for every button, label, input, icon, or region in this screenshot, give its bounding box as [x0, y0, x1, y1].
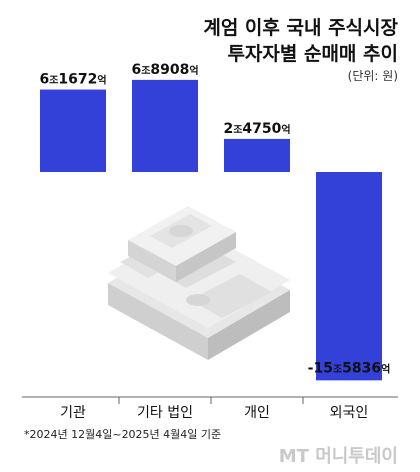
bar-1: [132, 79, 198, 172]
unit-label: (단위: 원): [348, 69, 398, 83]
value-label-3: -15조5836억: [308, 360, 391, 376]
money-stack-icon: [108, 206, 290, 360]
category-label-3: 외국인: [330, 405, 369, 421]
value-label-1: 6조8908억: [131, 62, 198, 78]
footnote: *2024년 12월4일~2025년 4월4일 기준: [24, 427, 221, 441]
chart-title-line-2: 투자자별 순매매 추이: [227, 43, 398, 65]
publisher-logo: MT 머니투데이: [279, 446, 398, 467]
bar-2: [224, 138, 290, 172]
categories-layer: 기관 기타 법인 개인 외국인: [60, 397, 368, 421]
bar-0: [40, 89, 106, 172]
chart-title-line-1: 계엄 이후 국내 주식시장: [203, 17, 398, 39]
category-label-1: 기타 법인: [137, 405, 193, 421]
bars-layer: 6조1672억 6조8908억 2조4750억 -15조5836억: [39, 62, 391, 381]
value-label-2: 2조4750억: [223, 121, 290, 137]
category-label-2: 개인: [244, 405, 270, 421]
category-label-0: 기관: [60, 405, 86, 421]
value-label-0: 6조1672억: [39, 72, 106, 88]
bar-3: [316, 172, 382, 381]
